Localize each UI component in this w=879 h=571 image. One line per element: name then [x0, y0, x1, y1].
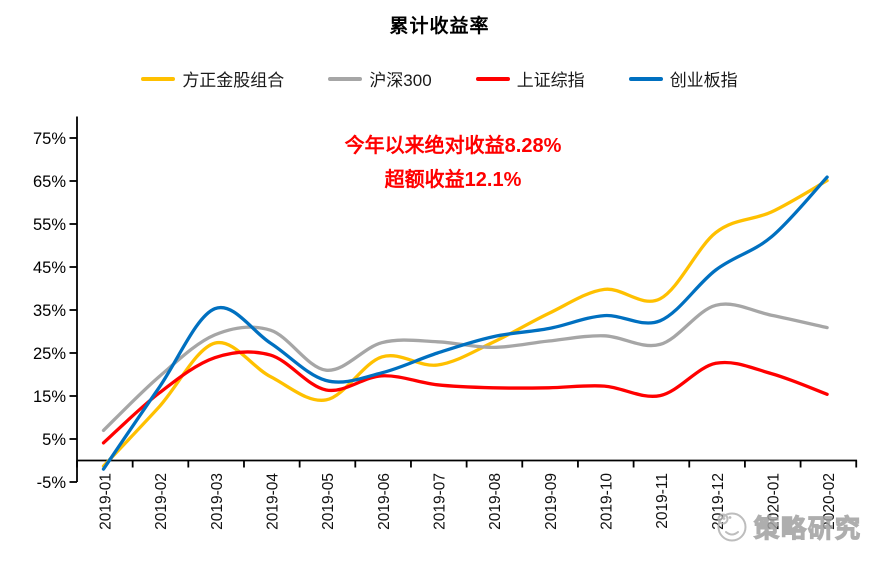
legend-item-fangzheng-portfolio: 方正金股组合 [141, 66, 284, 91]
chart-title: 累计收益率 [389, 16, 490, 37]
y-axis-tick-label: 65% [33, 173, 66, 191]
x-axis-tick-label: 2019-05 [320, 473, 337, 530]
excess-return-text: 超额收益12.1% [384, 169, 522, 191]
x-axis-tick-label: 2019-04 [264, 473, 281, 530]
x-axis-tick-label: 2019-08 [487, 473, 504, 530]
watermark-text: 策略研究 [753, 514, 863, 543]
y-axis-tick-label: 75% [33, 130, 66, 148]
legend-label: 上证综指 [516, 71, 585, 90]
legend-label: 创业板指 [669, 71, 738, 90]
series-line-sse-composite [101, 350, 829, 445]
y-axis-tick-label: 15% [33, 388, 66, 406]
legend-line-swatch-icon [628, 76, 663, 81]
legend-line-swatch-icon [328, 76, 363, 81]
x-axis-tick-label: 2019-02 [153, 473, 170, 530]
legend-item-chinext: 创业板指 [628, 66, 738, 91]
y-axis-tick-label: 55% [33, 216, 66, 234]
legend-item-sse-composite: 上证综指 [475, 66, 585, 91]
legend-line-swatch-icon [475, 76, 510, 81]
x-axis-tick-label: 2019-11 [654, 473, 671, 529]
wechat-account-logo-icon [717, 512, 747, 542]
x-axis-tick-label: 2019-10 [598, 473, 615, 530]
chart-legend: 方正金股组合 沪深300 上证综指 创业板指 [0, 66, 879, 91]
y-axis-tick-label: -5% [37, 474, 67, 492]
x-axis-tick-label: 2019-12 [710, 473, 727, 530]
x-axis-tick-label: 2019-07 [431, 473, 448, 530]
x-axis-tick-label: 2019-06 [376, 473, 393, 530]
series-line-chinext [101, 175, 829, 471]
legend-label: 方正金股组合 [182, 71, 285, 90]
series-line-fangzheng-portfolio [101, 178, 829, 468]
y-axis-tick-label: 25% [33, 345, 66, 363]
return-annotation: 今年以来绝对收益8.28% 超额收益12.1% [345, 129, 562, 197]
x-axis-tick-label: 2019-03 [209, 473, 226, 530]
y-axis-tick-label: 45% [33, 259, 66, 277]
series-line-hs300 [101, 302, 829, 433]
x-axis-tick-label: 2020-01 [765, 473, 782, 530]
legend-line-swatch-icon [141, 76, 176, 81]
watermark: 策略研究 [714, 508, 862, 545]
x-axis-tick-label: 2019-01 [98, 473, 115, 530]
legend-label: 沪深300 [369, 71, 432, 90]
legend-item-hs300: 沪深300 [328, 66, 432, 91]
y-axis-tick-label: 35% [33, 302, 66, 320]
y-axis-tick-label: 5% [42, 431, 66, 449]
absolute-return-text: 今年以来绝对收益8.28% [344, 135, 562, 157]
x-axis-tick-label: 2020-02 [821, 473, 838, 530]
x-axis-tick-label: 2019-09 [543, 473, 560, 530]
